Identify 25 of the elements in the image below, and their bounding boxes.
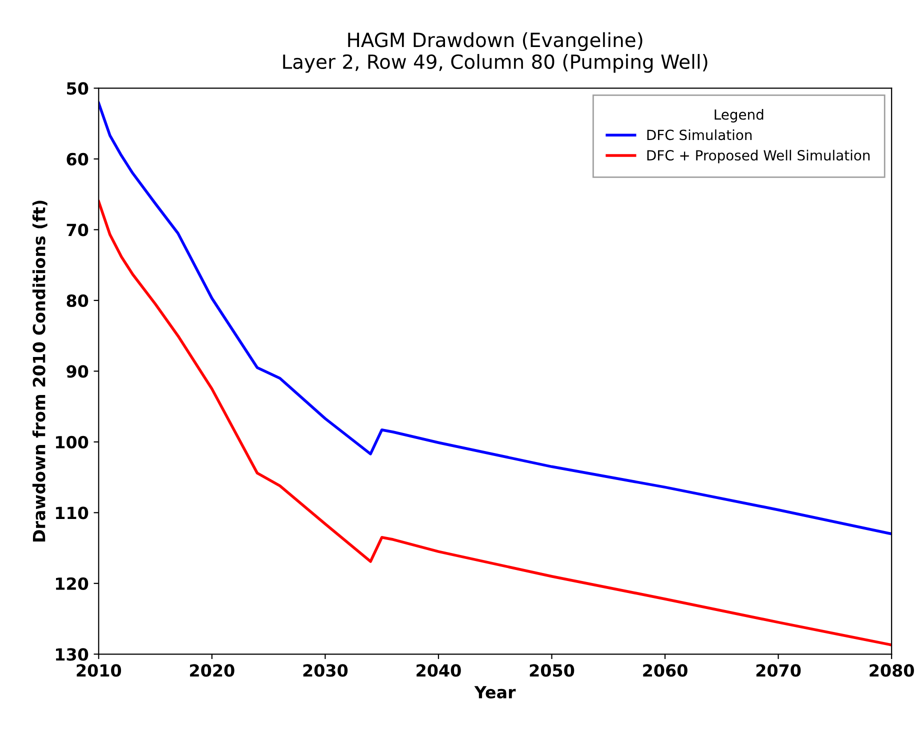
line-series — [98, 200, 892, 646]
y-tick-label: 90 — [66, 365, 88, 378]
x-tick-label: 2020 — [190, 664, 234, 677]
y-tick-label: 80 — [66, 294, 88, 307]
y-tick-label: 100 — [56, 436, 88, 448]
x-tick-label: 2080 — [870, 664, 914, 677]
y-tick-label: 110 — [56, 506, 88, 520]
x-tick-label: 2040 — [416, 664, 461, 677]
y-tick-label: 70 — [66, 224, 88, 236]
legend-label: DFC + Proposed Well Simulation — [647, 150, 870, 164]
y-axis-title: Drawdown from 2010 Conditions (ft) — [32, 200, 48, 542]
legend-title: Legend — [714, 109, 764, 122]
x-axis-title: Year — [474, 686, 516, 698]
x-tick-label: 2030 — [303, 664, 348, 677]
x-tick-label: 2010 — [76, 664, 122, 677]
legend-label: DFC Simulation — [647, 129, 752, 140]
y-tick-label: 50 — [67, 82, 88, 95]
line-series — [98, 102, 892, 536]
y-tick-label: 60 — [66, 152, 88, 166]
x-tick-label: 2070 — [756, 664, 801, 677]
chart-title: HAGM Drawdown (Evangeline) Layer 2, Row 49, Column 80 (Pumping Well) — [283, 32, 708, 73]
y-tick-label: 130 — [56, 648, 88, 661]
x-tick-label: 2060 — [643, 664, 688, 677]
x-tick-label: 2050 — [530, 664, 574, 677]
y-tick-label: 120 — [56, 577, 88, 590]
